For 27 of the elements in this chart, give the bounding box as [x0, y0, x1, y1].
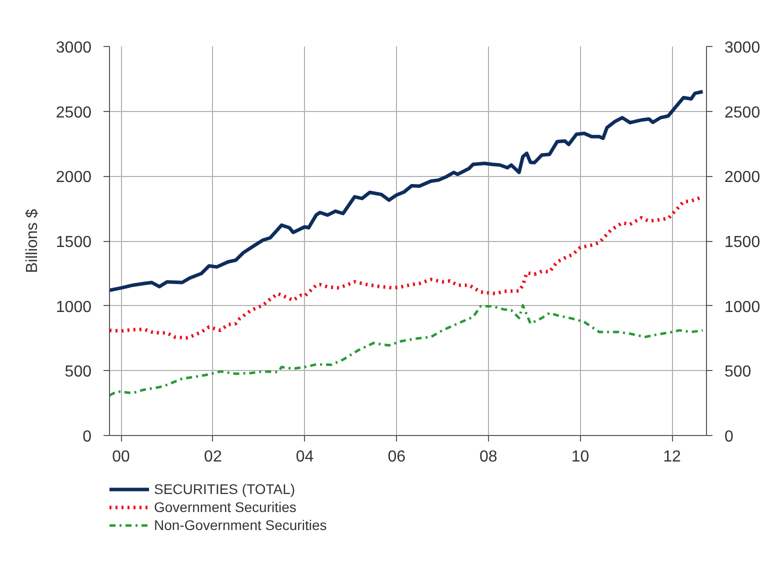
x-tick-label: 02: [204, 448, 222, 466]
y-tick-label: 0: [82, 428, 92, 446]
legend-label: Non-Government Securities: [154, 517, 327, 533]
y-tick-label: 1000: [56, 298, 92, 316]
y2-tick-label: 3000: [724, 40, 760, 56]
x-tick-label: 04: [296, 448, 314, 466]
y2-tick-label: 500: [724, 364, 752, 381]
y-tick-label: 1500: [56, 234, 92, 251]
x-tick-label: 12: [663, 448, 682, 466]
y-axis-title: Billions $: [24, 208, 41, 274]
y-tick-label: 3000: [56, 40, 92, 56]
y-tick-label: 2000: [56, 169, 92, 186]
line-series: [110, 304, 704, 397]
y-tick-label: 500: [64, 364, 92, 381]
legend-label: Government Securities: [154, 499, 296, 515]
line-series: [110, 90, 704, 292]
x-tick-label: 00: [112, 448, 130, 466]
y-tick-label: 2500: [56, 104, 92, 122]
x-tick-label: 06: [388, 448, 406, 466]
legend-label: SECURITIES (TOTAL): [154, 481, 296, 497]
y2-tick-label: 1500: [724, 234, 760, 251]
y2-tick-label: 2000: [724, 169, 760, 186]
x-tick-label: 10: [571, 448, 590, 466]
x-tick-label: 08: [479, 448, 498, 466]
y2-tick-label: 0: [724, 428, 734, 446]
y2-tick-label: 1000: [724, 298, 760, 316]
y2-tick-label: 2500: [724, 104, 760, 122]
